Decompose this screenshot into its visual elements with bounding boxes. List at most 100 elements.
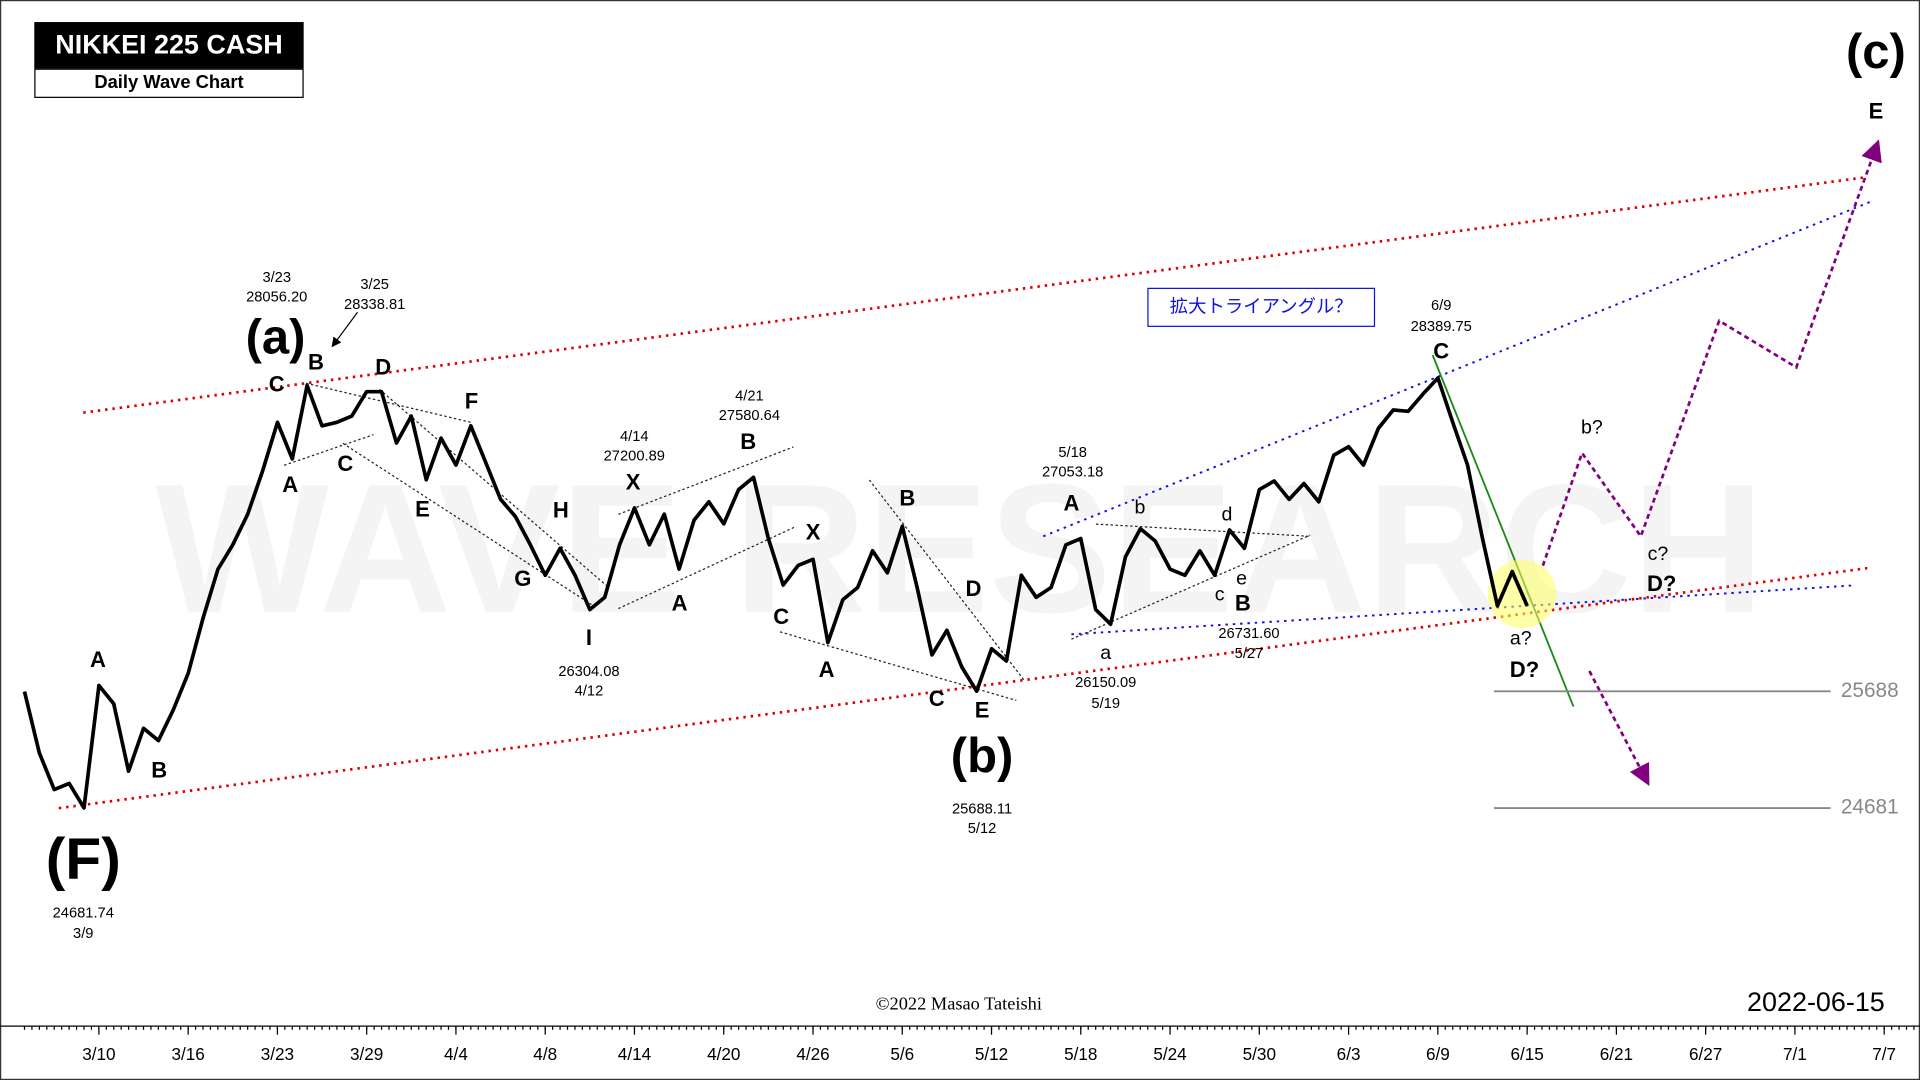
wave-label: G — [514, 566, 531, 591]
price-label: 5/18 — [1058, 445, 1087, 461]
x-tick-label: 5/12 — [975, 1044, 1008, 1064]
wave-label: D? — [1510, 657, 1539, 682]
x-tick-label: 3/10 — [82, 1044, 115, 1064]
x-tick-label: 6/3 — [1337, 1044, 1361, 1064]
wave-label: A — [1063, 490, 1079, 515]
date: 2022-06-15 — [1747, 987, 1885, 1017]
price-label: 6/9 — [1431, 298, 1451, 314]
wave-label: A — [672, 591, 688, 616]
wave-lines — [283, 382, 1311, 701]
wave-label: B — [899, 485, 915, 510]
level-label: 25688 — [1841, 679, 1899, 702]
x-tick-label: 3/23 — [261, 1044, 294, 1064]
wave-line — [618, 446, 794, 515]
wave-label: B — [308, 350, 324, 375]
wave-label: A — [282, 472, 298, 497]
price-label: 28056.20 — [246, 289, 307, 305]
x-tick-label: 3/29 — [350, 1044, 383, 1064]
price-label: 5/19 — [1091, 696, 1120, 712]
projection — [1588, 670, 1650, 787]
trendlines — [58, 176, 1871, 810]
wave-label: A — [90, 647, 106, 672]
wave-line — [1095, 523, 1311, 537]
wave-label: a — [1100, 642, 1111, 664]
price-label: 26731.60 — [1218, 626, 1279, 642]
wave-label: (b) — [951, 729, 1014, 783]
wave-line — [342, 442, 595, 607]
wave-label: B — [1235, 591, 1251, 616]
wave-label: D — [375, 354, 391, 379]
price-label: 3/25 — [360, 277, 389, 293]
wave-label: B — [151, 757, 167, 782]
price-label: 28389.75 — [1411, 319, 1472, 335]
x-tick-label: 3/16 — [171, 1044, 204, 1064]
price-label: 4/14 — [620, 429, 649, 445]
price-label: 27053.18 — [1042, 465, 1103, 481]
wave-label: a? — [1510, 627, 1532, 649]
pointer — [331, 311, 359, 348]
wave-line — [1071, 534, 1311, 640]
x-tick-label: 4/20 — [707, 1044, 740, 1064]
trendline — [1431, 354, 1575, 707]
wave-label: c? — [1648, 543, 1669, 565]
x-tick-label: 5/18 — [1064, 1044, 1097, 1064]
x-tick-label: 7/7 — [1872, 1044, 1896, 1064]
x-tick-label: 4/8 — [533, 1044, 557, 1064]
price-label: 27580.64 — [719, 408, 780, 424]
x-tick-label: 4/14 — [618, 1044, 652, 1064]
wave-label: D? — [1647, 571, 1676, 596]
wave-label: I — [586, 625, 592, 650]
x-tick-label: 5/24 — [1153, 1044, 1187, 1064]
price-line — [22, 376, 1529, 810]
price-label: 26304.08 — [558, 664, 619, 680]
x-tick-label: 5/30 — [1243, 1044, 1276, 1064]
wave-label: C — [1433, 338, 1449, 363]
wave-label: (F) — [46, 827, 121, 892]
price-label: 3/9 — [73, 926, 93, 942]
wave-label: b — [1135, 496, 1146, 518]
subtitle-box — [34, 68, 304, 98]
trendline — [1071, 584, 1856, 636]
wave-label: C — [773, 604, 789, 629]
projection — [1541, 139, 1882, 567]
wave-label: E — [975, 697, 990, 722]
trendline — [83, 176, 1864, 414]
price-label: 27200.89 — [604, 449, 665, 465]
x-tick-label: 6/9 — [1426, 1044, 1450, 1064]
price-label: 28338.81 — [344, 297, 405, 313]
wave-label: (a) — [246, 310, 306, 364]
wave-label: F — [465, 389, 478, 414]
wave-label: D — [966, 576, 982, 601]
wave-label: E — [1869, 98, 1884, 123]
x-tick-label: 6/21 — [1600, 1044, 1633, 1064]
price-label: 24681.74 — [53, 905, 114, 921]
wave-line — [618, 525, 797, 610]
price-label: 25688.11 — [952, 801, 1012, 817]
wave-label: A — [819, 657, 835, 682]
price-label: 26150.09 — [1075, 675, 1136, 691]
wave-label: e — [1236, 567, 1247, 589]
trendline — [58, 566, 1868, 810]
wave-label: (c) — [1846, 25, 1906, 79]
price-label: 3/23 — [262, 270, 291, 286]
chart-subtitle: Daily Wave Chart — [94, 71, 243, 92]
wave-label: X — [626, 470, 641, 495]
wave-label: b? — [1581, 417, 1603, 439]
level-label: 24681 — [1841, 796, 1899, 819]
wave-label: C — [269, 372, 285, 397]
wave-label: B — [740, 429, 756, 454]
wave-label: X — [806, 520, 821, 545]
trendline — [1042, 201, 1871, 538]
price-label: 5/27 — [1235, 646, 1264, 662]
price-label: 5/12 — [968, 821, 997, 837]
x-tick-label: 6/15 — [1510, 1044, 1543, 1064]
x-tick-label: 7/1 — [1783, 1044, 1807, 1064]
x-tick-label: 6/27 — [1689, 1044, 1722, 1064]
wave-line — [779, 631, 1017, 701]
wave-label: E — [415, 496, 430, 521]
wave-line — [305, 382, 472, 424]
title-box — [34, 22, 304, 69]
